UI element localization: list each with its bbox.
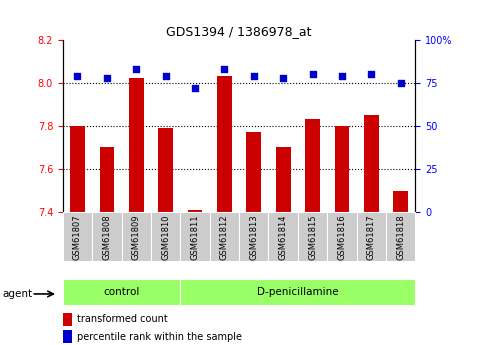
Text: GSM61816: GSM61816 (338, 214, 346, 260)
Point (191, 85, 199, 91)
Text: GSM61814: GSM61814 (279, 214, 288, 260)
Bar (63, 313, 72, 326)
Text: GSM61808: GSM61808 (102, 214, 112, 260)
Point (368, 71, 375, 77)
Bar (305, 119, 320, 212)
Bar (356, 212, 386, 260)
Point (103, 75, 111, 80)
Point (250, 73, 257, 79)
Text: GSM61812: GSM61812 (220, 214, 229, 260)
Bar (180, 279, 415, 305)
Text: GSM61813: GSM61813 (249, 214, 258, 260)
Point (397, 80, 405, 86)
Text: GSM61815: GSM61815 (308, 214, 317, 260)
Text: transformed count: transformed count (76, 315, 167, 324)
Text: agent: agent (2, 289, 32, 299)
Bar (70, 126, 85, 212)
Point (132, 66, 140, 72)
Text: GSM61817: GSM61817 (367, 214, 376, 260)
Bar (298, 212, 327, 260)
Bar (188, 210, 202, 212)
Bar (364, 115, 379, 212)
Bar (393, 190, 408, 212)
Point (221, 66, 228, 72)
Text: D-penicillamine: D-penicillamine (257, 287, 339, 297)
Bar (63, 330, 72, 343)
Bar (217, 76, 232, 212)
Bar (122, 212, 151, 260)
Text: GSM61809: GSM61809 (132, 214, 141, 260)
Bar (158, 128, 173, 212)
Bar (276, 147, 290, 212)
Bar (246, 132, 261, 212)
Bar (335, 126, 349, 212)
Point (279, 75, 287, 80)
Text: GSM61818: GSM61818 (396, 214, 405, 260)
Point (73, 73, 81, 79)
Bar (327, 212, 356, 260)
Bar (151, 212, 180, 260)
Point (162, 73, 170, 79)
Text: percentile rank within the sample: percentile rank within the sample (76, 332, 242, 342)
Text: GSM61810: GSM61810 (161, 214, 170, 260)
Point (309, 71, 316, 77)
Point (338, 73, 346, 79)
Bar (239, 212, 269, 260)
Text: GSM61811: GSM61811 (190, 214, 199, 260)
Bar (210, 212, 239, 260)
Bar (63, 212, 92, 260)
Title: GDS1394 / 1386978_at: GDS1394 / 1386978_at (166, 26, 312, 39)
Bar (269, 212, 298, 260)
Bar (386, 212, 415, 260)
Bar (92, 212, 122, 260)
Bar (129, 78, 143, 212)
Bar (63, 279, 180, 305)
Text: GSM61807: GSM61807 (73, 214, 82, 260)
Text: control: control (103, 287, 140, 297)
Bar (99, 147, 114, 212)
Bar (180, 212, 210, 260)
